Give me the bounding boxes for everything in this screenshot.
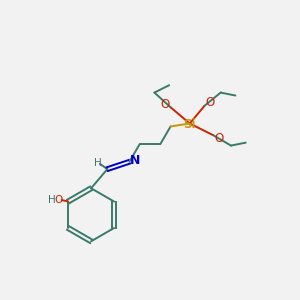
Text: Si: Si [184, 118, 196, 130]
Text: H: H [48, 195, 56, 205]
Text: O: O [55, 195, 63, 205]
Text: N: N [130, 154, 140, 167]
Text: H: H [94, 158, 102, 168]
Text: O: O [205, 96, 214, 110]
Text: O: O [214, 132, 223, 145]
Text: O: O [161, 98, 170, 111]
